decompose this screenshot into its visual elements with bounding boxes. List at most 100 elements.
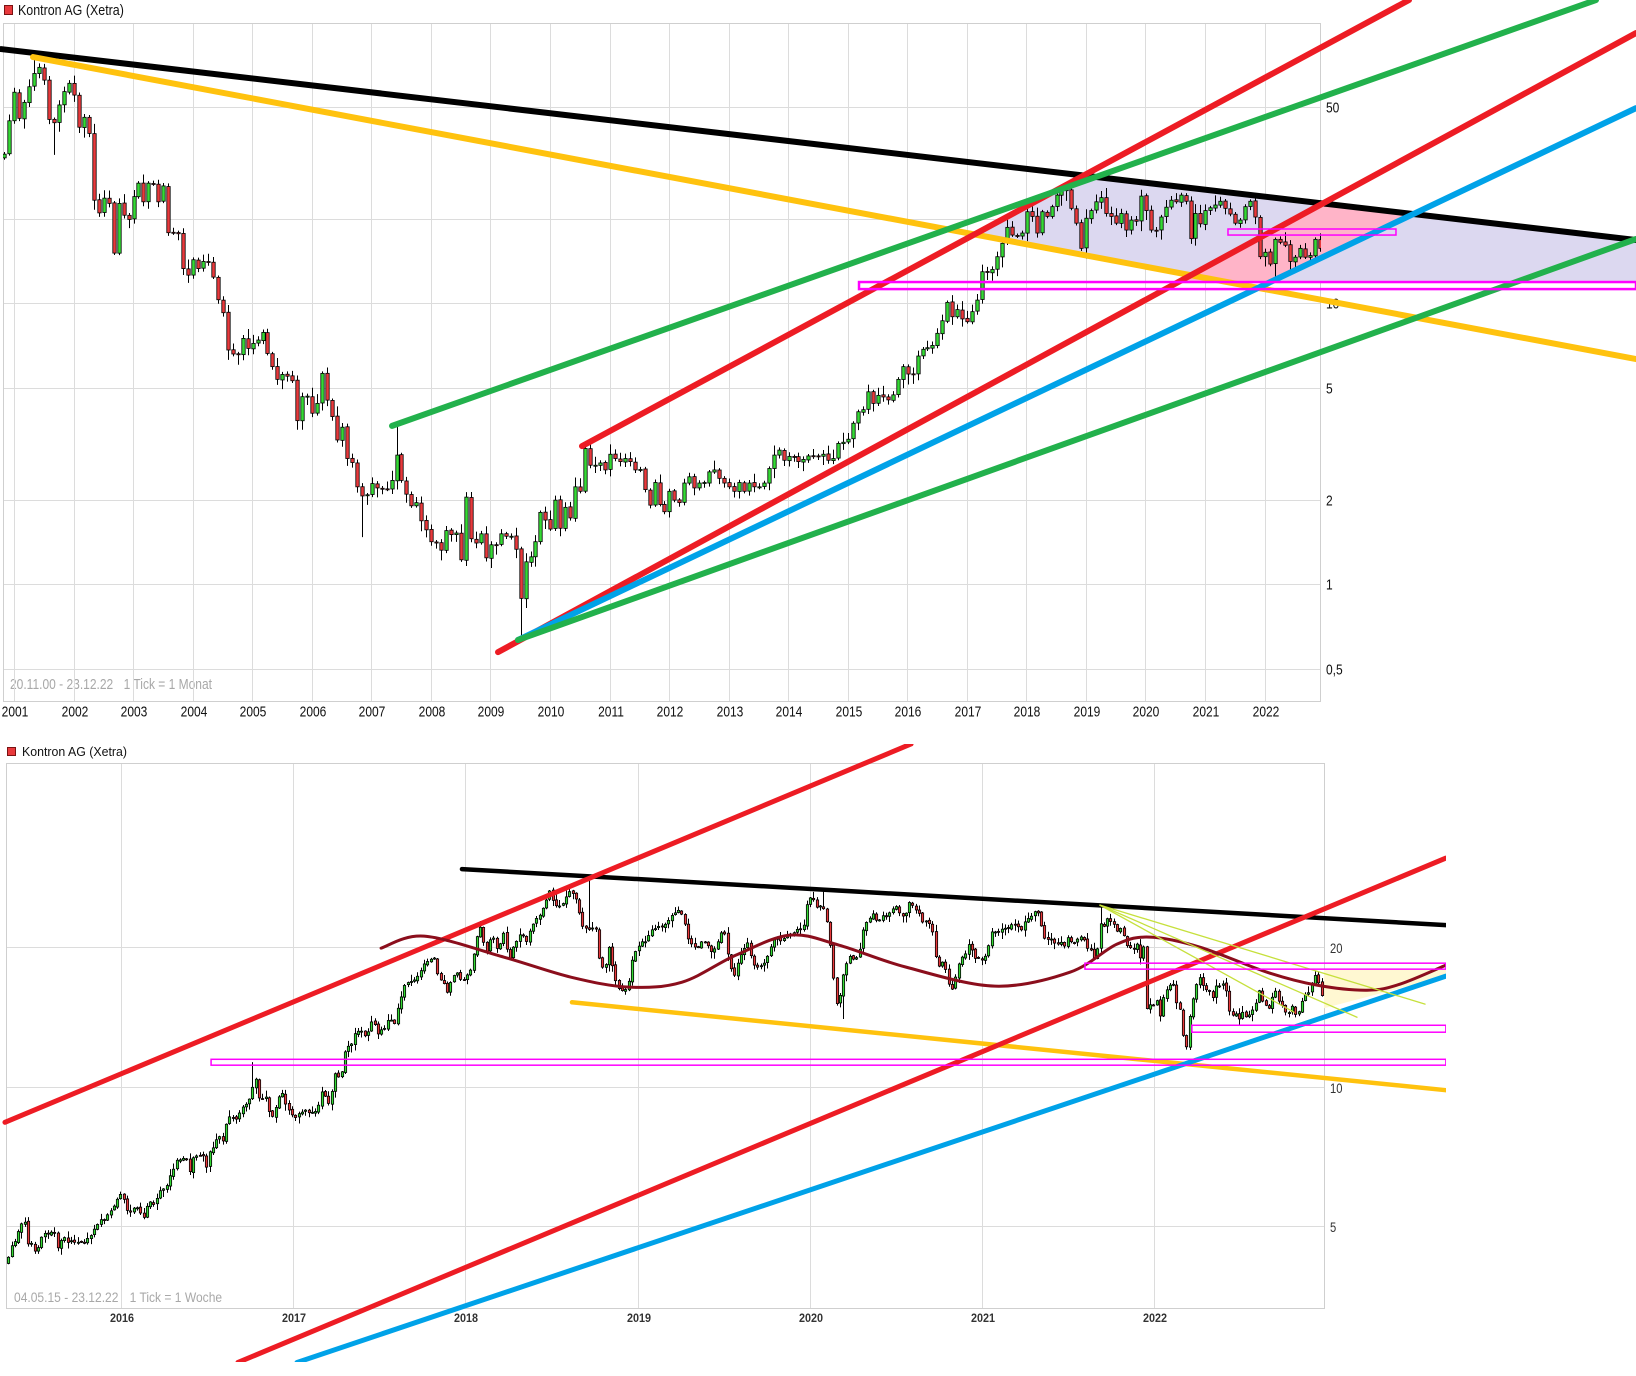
candle-body	[1062, 942, 1067, 947]
candle-body	[851, 422, 856, 440]
candle-body	[610, 946, 615, 967]
candle-body	[404, 480, 409, 495]
candle-body	[295, 379, 300, 422]
candle-body	[22, 101, 27, 120]
x-axis-label: 2016	[109, 1311, 134, 1325]
candle-body	[92, 133, 97, 201]
candle-body	[640, 941, 645, 947]
candle-body	[300, 396, 305, 422]
candle-body	[801, 458, 806, 463]
candle-body	[343, 1051, 348, 1073]
candle-body	[56, 1232, 61, 1249]
candle-body	[861, 409, 866, 413]
candle-body	[396, 1007, 401, 1025]
candle-body	[469, 497, 474, 540]
candle-body	[1240, 1011, 1245, 1019]
candle-body	[491, 937, 496, 940]
candle-body	[846, 438, 851, 443]
candle-body	[643, 468, 648, 490]
candle-body	[1055, 194, 1060, 207]
candle-body	[772, 939, 777, 948]
candle-body	[1264, 1000, 1269, 1006]
candle-body	[726, 932, 731, 955]
candle-body	[32, 73, 37, 87]
x-axis-label: 2012	[656, 703, 683, 721]
candle-body	[985, 271, 990, 273]
candle-body	[975, 299, 980, 312]
candle-body	[320, 372, 325, 404]
candle-body	[1169, 199, 1174, 208]
candle-body	[1006, 927, 1011, 929]
candle-body	[455, 972, 460, 976]
candle-body	[571, 890, 576, 894]
candle-body	[613, 453, 618, 459]
candle-body	[434, 541, 439, 544]
candle-body	[777, 449, 782, 456]
candle-body	[231, 1117, 236, 1119]
candle-body	[739, 954, 744, 964]
candle-body	[283, 1093, 288, 1105]
x-axis-label: 2022	[1252, 703, 1279, 721]
candle-body	[887, 912, 892, 917]
candle-body	[533, 541, 538, 558]
candle-body	[970, 311, 975, 323]
y-axis-label: 10	[1330, 1079, 1343, 1096]
chart-2-tick-info: 1 Tick = 1 Woche	[129, 1289, 223, 1305]
candle-body	[135, 1207, 140, 1210]
candle-body	[821, 453, 826, 457]
candle-body	[663, 923, 668, 928]
candle-body	[702, 482, 707, 484]
candle-body	[1273, 990, 1278, 998]
candle-body	[1089, 210, 1094, 220]
candle-body	[37, 66, 42, 74]
candle-body	[1263, 251, 1268, 258]
candle-body	[689, 938, 694, 945]
candle-body	[102, 197, 107, 213]
candle-body	[937, 956, 942, 967]
candle-body	[23, 1221, 28, 1225]
candle-body	[265, 332, 270, 354]
candle-body	[1079, 936, 1084, 941]
candle-body	[445, 982, 450, 993]
candle-body	[465, 974, 470, 981]
candle-body	[475, 936, 480, 956]
candle-body	[12, 91, 17, 122]
candle-body	[92, 1228, 97, 1235]
candle-body	[782, 938, 787, 941]
candle-body	[335, 415, 340, 441]
candle-body	[109, 1210, 114, 1216]
candle-body	[1094, 201, 1099, 211]
candle-body	[787, 455, 792, 462]
candle-body	[521, 934, 526, 937]
candle-body	[514, 535, 519, 550]
candle-body	[759, 965, 764, 968]
candle-body	[208, 1151, 213, 1167]
candle-body	[1248, 200, 1253, 207]
candle-body	[221, 299, 226, 314]
candle-body	[1191, 998, 1196, 1018]
candle-body	[692, 476, 697, 489]
candle-body	[752, 482, 757, 488]
candle-body	[340, 426, 345, 441]
candle-body	[558, 499, 563, 529]
candle-body	[244, 1103, 249, 1108]
candle-body	[280, 1093, 285, 1098]
candle-body	[1104, 197, 1109, 214]
candle-body	[161, 1188, 166, 1191]
trendline-black-resistance	[0, 46, 1636, 244]
candle-body	[1124, 213, 1129, 231]
candle-body	[676, 909, 681, 913]
candle-body	[1015, 235, 1020, 237]
candle-body	[1045, 211, 1050, 217]
candle-body	[677, 499, 682, 504]
candle-body	[1316, 974, 1321, 984]
candle-body	[171, 231, 176, 234]
candle-body	[967, 944, 972, 955]
candle-body	[27, 86, 32, 104]
candle-body	[1193, 213, 1198, 239]
candle-body	[1253, 200, 1258, 218]
candle-body	[940, 961, 945, 967]
candle-body	[835, 977, 840, 1004]
candle-body	[87, 116, 92, 134]
candle-body	[1009, 924, 1014, 930]
